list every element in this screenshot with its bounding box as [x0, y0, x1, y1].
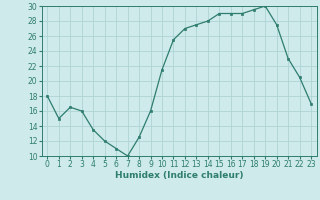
X-axis label: Humidex (Indice chaleur): Humidex (Indice chaleur): [115, 171, 244, 180]
